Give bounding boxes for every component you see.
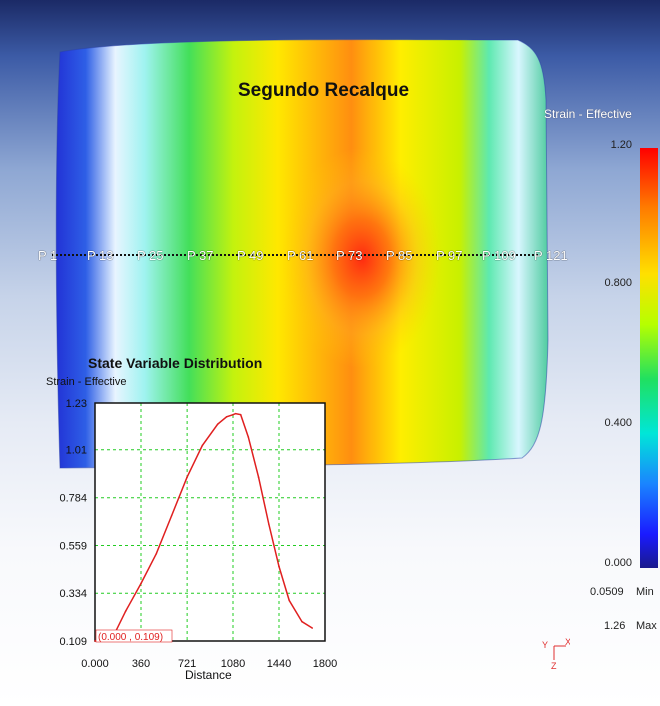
- x-tick-label: 0.000: [81, 658, 109, 670]
- point-label: P 49: [237, 248, 264, 263]
- y-tick-label: 0.109: [59, 636, 87, 648]
- point-label: P 97: [436, 248, 463, 263]
- y-tick-label: 1.23: [66, 398, 87, 410]
- x-tick-label: 360: [132, 658, 150, 670]
- y-tick-label: 0.784: [59, 493, 87, 505]
- legend-tick: 0.400: [604, 417, 632, 429]
- chart-y-axis-label: Strain - Effective: [46, 376, 127, 388]
- point-label: P 61: [287, 248, 314, 263]
- data-point: [257, 476, 260, 479]
- chart-title: State Variable Distribution: [88, 355, 263, 371]
- annotation-box: [95, 629, 173, 643]
- data-point: [201, 444, 204, 447]
- data-point: [311, 627, 314, 629]
- triad-icon: X Y Z: [542, 637, 571, 671]
- triad-z-label: Z: [551, 661, 557, 670]
- data-point: [288, 599, 291, 602]
- point-label: P 121: [534, 248, 568, 263]
- point-label: P 85: [386, 248, 413, 263]
- data-point: [239, 413, 242, 416]
- coordinate-triad: X Y Z: [538, 636, 571, 672]
- data-point: [186, 476, 188, 479]
- point-label: P 109: [482, 248, 516, 263]
- legend-tick: 1.20: [610, 139, 632, 151]
- data-point: [301, 620, 303, 623]
- point-label: P 25: [137, 248, 164, 263]
- legend-title: Strain - Effective: [544, 107, 632, 121]
- data-point: [232, 413, 234, 416]
- color-legend-bar: [640, 148, 658, 568]
- legend-min-label: Min: [636, 586, 654, 598]
- legend-tick: 0.800: [604, 277, 632, 289]
- data-point: [170, 514, 173, 517]
- triad-x-label: X: [565, 637, 570, 647]
- data-point: [140, 582, 142, 585]
- point-label: P 37: [187, 248, 214, 263]
- data-point: [94, 640, 96, 642]
- y-tick-label: 1.01: [66, 445, 87, 457]
- data-point: [225, 416, 228, 418]
- triad-y-label: Y: [542, 640, 548, 650]
- x-tick-label: 1080: [221, 658, 245, 670]
- x-tick-label: 721: [178, 658, 196, 670]
- chart-plot-area: [95, 403, 325, 641]
- legend-min-value: 0.0509: [590, 586, 624, 598]
- data-point: [234, 412, 237, 415]
- data-point: [216, 423, 219, 426]
- chart-frame: [94, 402, 326, 642]
- legend-tick: 0.000: [604, 557, 632, 569]
- data-point: [267, 523, 270, 525]
- legend-max-label: Max: [636, 620, 657, 632]
- point-label: P 73: [336, 248, 363, 263]
- legend-max-value: 1.26: [604, 620, 626, 632]
- series-line: [94, 412, 313, 642]
- chart-annotation: (0.000 , 0.109): [98, 632, 163, 643]
- data-point: [155, 552, 158, 555]
- point-label: P 13: [87, 248, 114, 263]
- y-tick-label: 0.559: [59, 540, 87, 552]
- x-tick-label: 1440: [267, 658, 291, 670]
- x-tick-label: 1800: [313, 658, 337, 670]
- y-tick-label: 0.334: [59, 588, 87, 600]
- data-point: [278, 565, 280, 568]
- point-label: P 1: [38, 248, 58, 263]
- plot-title: Segundo Recalque: [238, 80, 410, 101]
- data-point: [124, 610, 127, 612]
- chart-x-axis-label: Distance: [185, 668, 232, 682]
- data-point: [247, 436, 250, 438]
